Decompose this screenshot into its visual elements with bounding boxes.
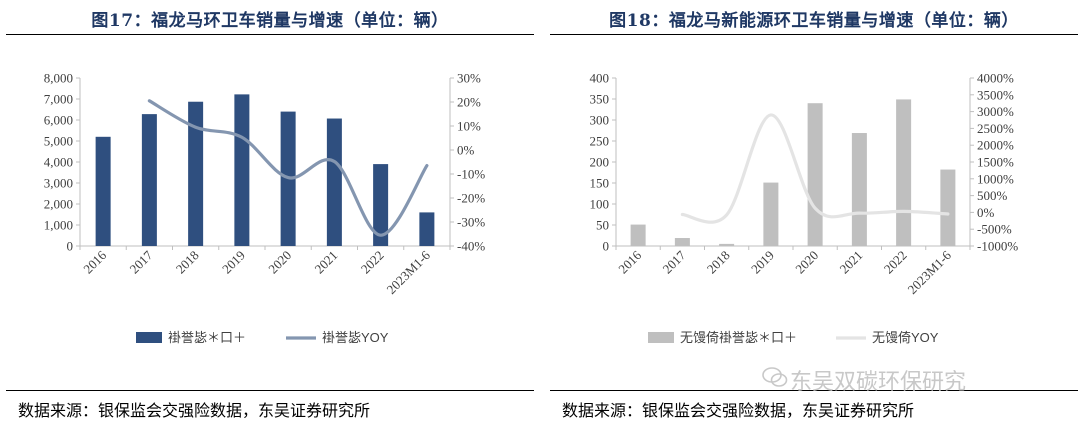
bar	[896, 99, 912, 246]
left-tick-label: 200	[590, 155, 610, 170]
left-tick-label: 8,000	[44, 71, 73, 86]
chart-panel-1: 图17：福龙马环卫车销量与增速（单位：辆） 0 1,000 2,000 3,000 4,…	[6, 0, 534, 434]
right-tick-label: 500%	[977, 188, 1008, 203]
chart-panel-2: 图18：福龙马新能源环卫车销量与增速（单位：辆） 0 50 100 150 200 250…	[550, 0, 1078, 434]
wechat-icon	[762, 367, 788, 387]
legend-label-line: 褂誉毖YOY	[322, 330, 389, 345]
left-tick-label: 150	[590, 176, 610, 191]
bar	[851, 133, 867, 246]
left-tick-label: 2,000	[44, 197, 73, 212]
x-tick-label: 2023M1-6	[905, 247, 955, 297]
x-tick-label: 2019	[748, 248, 777, 277]
x-tick-label: 2020	[265, 248, 294, 277]
bar	[188, 101, 204, 246]
right-tick-label: 1000%	[977, 171, 1014, 186]
legend-swatch-bar	[136, 332, 162, 343]
left-tick-label: 0	[67, 239, 74, 254]
x-tick-label: 2018	[704, 248, 733, 277]
right-tick-label: 3500%	[977, 87, 1014, 102]
left-tick-label: 350	[590, 92, 610, 107]
bar	[419, 212, 435, 246]
bar	[630, 224, 646, 246]
right-tick-label: 20%	[457, 95, 481, 110]
left-tick-label: 5,000	[44, 134, 73, 149]
x-tick-label: 2017	[660, 247, 689, 276]
chart-title: 图17：福龙马环卫车销量与增速（单位：辆）	[91, 11, 449, 31]
bar	[234, 94, 250, 246]
left-tick-label: 0	[603, 239, 610, 254]
right-tick-label: -20%	[457, 191, 485, 206]
bar	[763, 182, 779, 246]
right-tick-label: 4000%	[977, 71, 1014, 86]
left-tick-label: 100	[590, 197, 610, 212]
left-tick-label: 3,000	[44, 176, 73, 191]
bar	[807, 103, 823, 246]
right-tick-label: -1000%	[977, 239, 1018, 254]
chart-svg: 0 1,000 2,000 3,000 4,000 5,000 6,000 7,000 8,00…	[44, 71, 486, 346]
right-tick-label: 0%	[977, 205, 995, 220]
bar	[719, 243, 735, 246]
x-tick-label: 2017	[127, 247, 156, 276]
right-tick-label: 30%	[457, 71, 481, 86]
bottom-rule	[550, 390, 1078, 391]
left-tick-label: 400	[590, 71, 610, 86]
x-tick-label: 2016	[615, 247, 644, 276]
x-tick-label: 2022	[881, 248, 910, 277]
line-series	[680, 113, 950, 224]
right-tick-label: -40%	[457, 239, 485, 254]
line-series	[147, 99, 429, 237]
x-tick-label: 2019	[219, 248, 248, 277]
right-tick-label: 0%	[457, 143, 475, 158]
right-tick-label: 2500%	[977, 121, 1014, 136]
right-tick-label: 1500%	[977, 155, 1014, 170]
top-rule	[550, 34, 1078, 35]
x-tick-label: 2018	[173, 248, 202, 277]
chart-title: 图18：福龙马新能源环卫车销量与增速（单位：辆）	[609, 11, 1019, 31]
legend-swatch-bar	[648, 332, 674, 343]
x-tick-label: 2023M1-6	[384, 247, 434, 297]
left-tick-label: 1,000	[44, 218, 73, 233]
x-tick-label: 2021	[837, 248, 866, 277]
left-tick-label: 300	[590, 113, 610, 128]
left-tick-label: 7,000	[44, 92, 73, 107]
right-tick-label: -500%	[977, 222, 1012, 237]
left-tick-label: 6,000	[44, 113, 73, 128]
chart-svg: 0 50 100 150 200 250 300 350 400 -1000% -500% 0% 500…	[590, 71, 1019, 346]
bar	[141, 114, 157, 247]
x-tick-label: 2022	[358, 248, 387, 277]
source-note: 数据来源：银保监会交强险数据，东吴证券研究所	[18, 401, 371, 420]
bar	[940, 169, 956, 246]
right-tick-label: 2000%	[977, 138, 1014, 153]
x-tick-label: 2016	[80, 247, 109, 276]
legend-label-bar: 褂誉毖＊口＋	[168, 330, 246, 345]
source-note: 数据来源：银保监会交强险数据，东吴证券研究所	[562, 401, 915, 420]
right-tick-label: 10%	[457, 119, 481, 134]
bar	[674, 238, 690, 246]
top-rule	[6, 34, 534, 35]
left-tick-label: 250	[590, 134, 610, 149]
right-tick-label: -10%	[457, 167, 485, 182]
right-tick-label: 3000%	[977, 104, 1014, 119]
watermark: 东吴双碳环保研究	[790, 370, 967, 395]
left-tick-label: 50	[596, 218, 609, 233]
legend-label-bar: 无馒倚褂誉毖＊口＋	[680, 330, 797, 345]
x-tick-label: 2021	[312, 248, 341, 277]
right-tick-label: -30%	[457, 215, 485, 230]
legend-label-line: 无馒倚YOY	[872, 330, 939, 345]
left-tick-label: 4,000	[44, 155, 73, 170]
bar	[326, 118, 342, 246]
bar	[373, 164, 389, 246]
x-tick-label: 2020	[792, 248, 821, 277]
bottom-rule	[6, 390, 534, 391]
bar	[95, 136, 111, 246]
